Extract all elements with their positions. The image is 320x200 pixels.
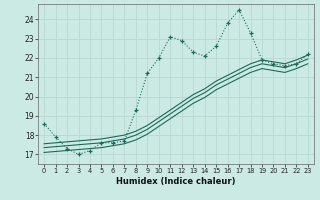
X-axis label: Humidex (Indice chaleur): Humidex (Indice chaleur) xyxy=(116,177,236,186)
